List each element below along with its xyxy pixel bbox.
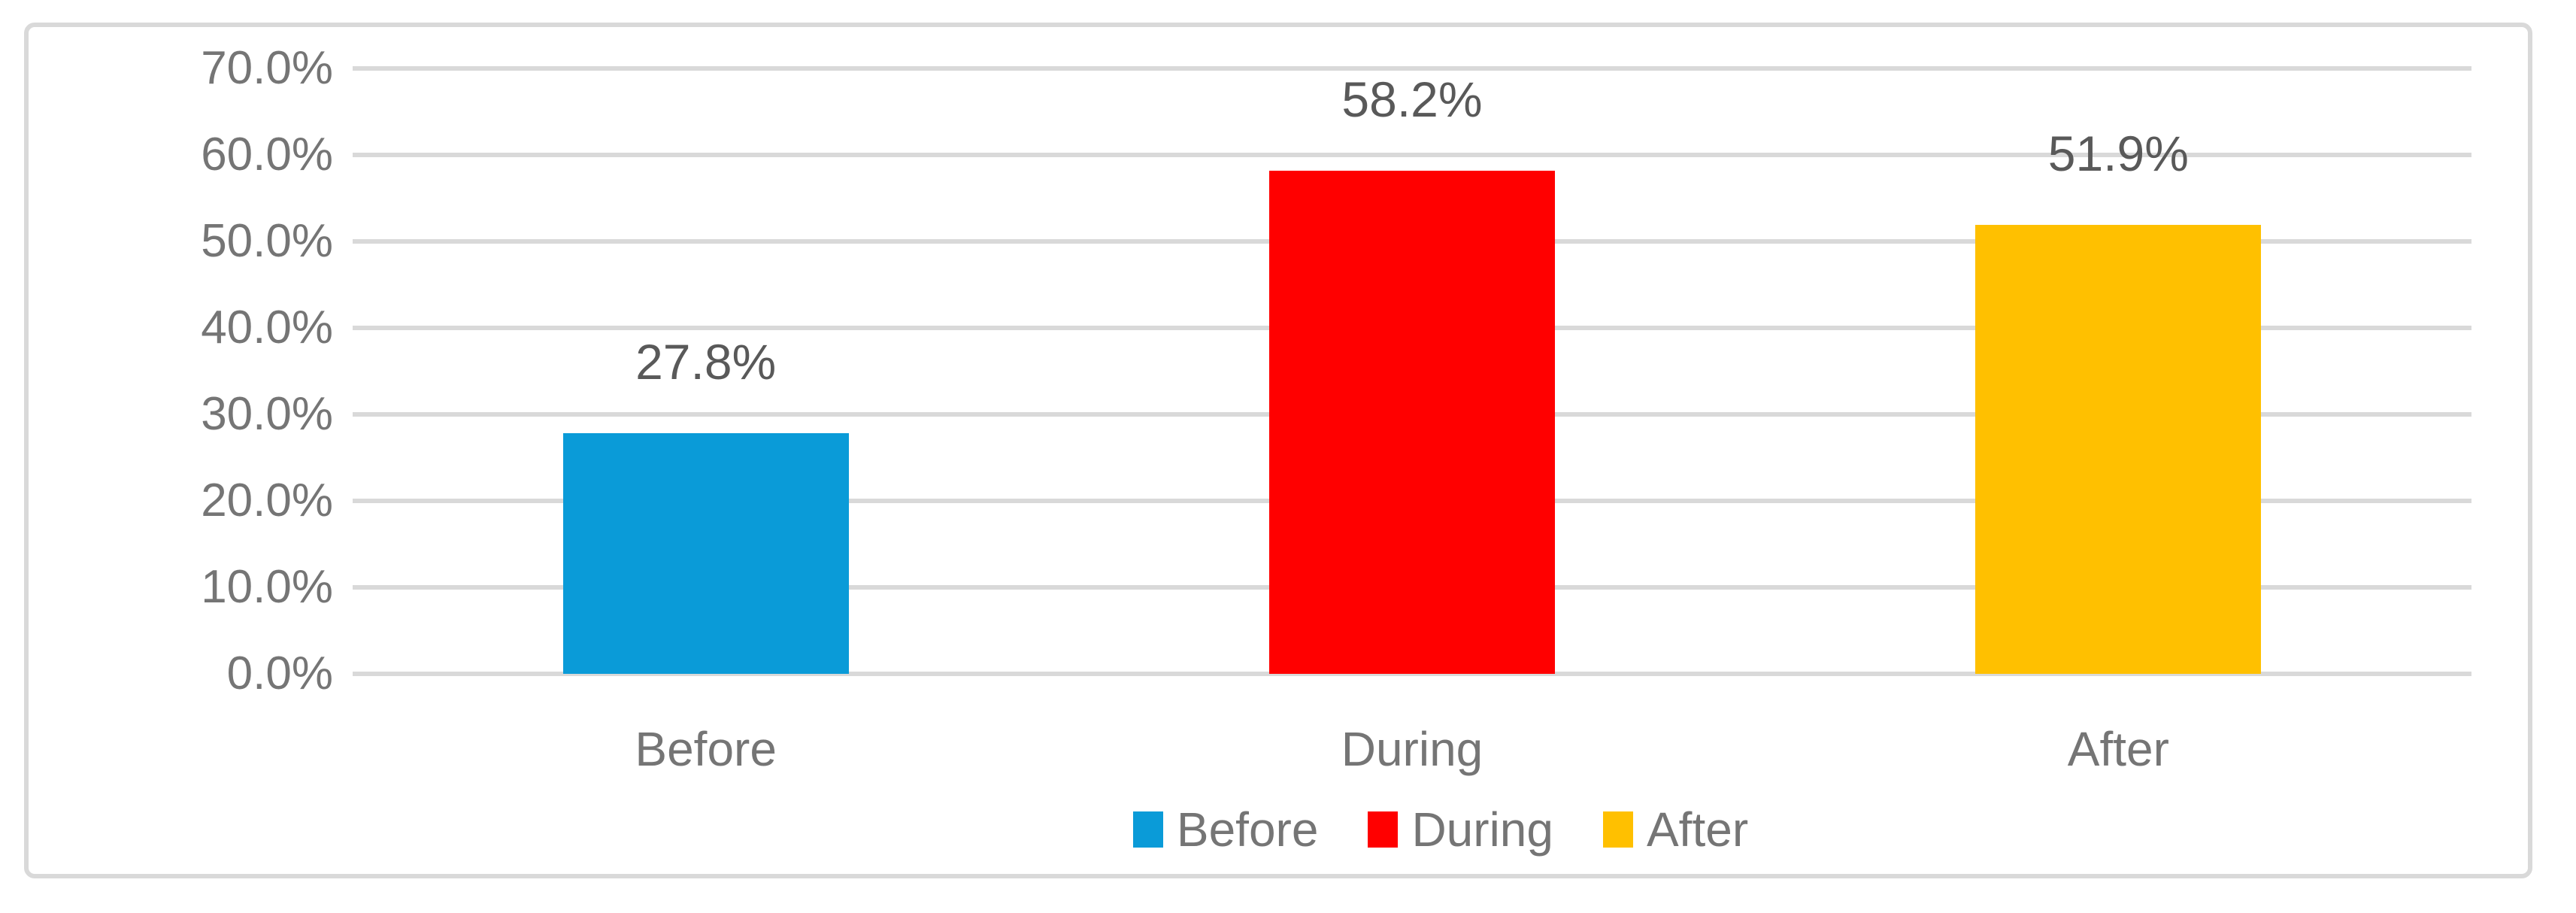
legend-item-after[interactable]: After: [1602, 802, 1749, 857]
legend-swatch-icon: [1368, 811, 1399, 848]
data-label-during: 58.2%: [1341, 71, 1483, 127]
legend-label: During: [1411, 802, 1553, 857]
x-category-label-during: During: [1341, 722, 1483, 776]
legend-item-before[interactable]: Before: [1132, 802, 1319, 857]
legend-swatch-icon: [1602, 811, 1633, 848]
gridline: [353, 672, 2471, 676]
gridline: [353, 66, 2471, 71]
legend-item-during[interactable]: During: [1368, 802, 1553, 857]
y-tick-label: 30.0%: [201, 388, 333, 440]
y-tick-label: 20.0%: [201, 475, 333, 526]
y-tick-label: 40.0%: [201, 302, 333, 353]
chart-frame: 0.0% 10.0% 20.0% 30.0% 40.0% 50.0% 60.0% 70.0% …: [24, 23, 2532, 878]
y-tick-label: 60.0%: [201, 129, 333, 180]
y-tick-label: 0.0%: [226, 648, 333, 699]
bar-during[interactable]: [1269, 170, 1555, 674]
y-tick-label: 10.0%: [201, 561, 333, 613]
x-category-label-after: After: [2067, 722, 2169, 776]
legend: Before During After: [381, 802, 2500, 857]
data-label-before: 27.8%: [635, 334, 777, 390]
gridline: [353, 153, 2471, 157]
legend-swatch-icon: [1132, 811, 1163, 848]
bar-after[interactable]: [1975, 225, 2262, 674]
y-tick-label: 50.0%: [201, 215, 333, 267]
legend-label: Before: [1176, 802, 1319, 857]
x-category-label-before: Before: [635, 722, 777, 776]
data-label-after: 51.9%: [2047, 126, 2189, 182]
bar-before[interactable]: [562, 433, 849, 674]
y-tick-label: 70.0%: [201, 42, 333, 94]
legend-label: After: [1646, 802, 1749, 857]
